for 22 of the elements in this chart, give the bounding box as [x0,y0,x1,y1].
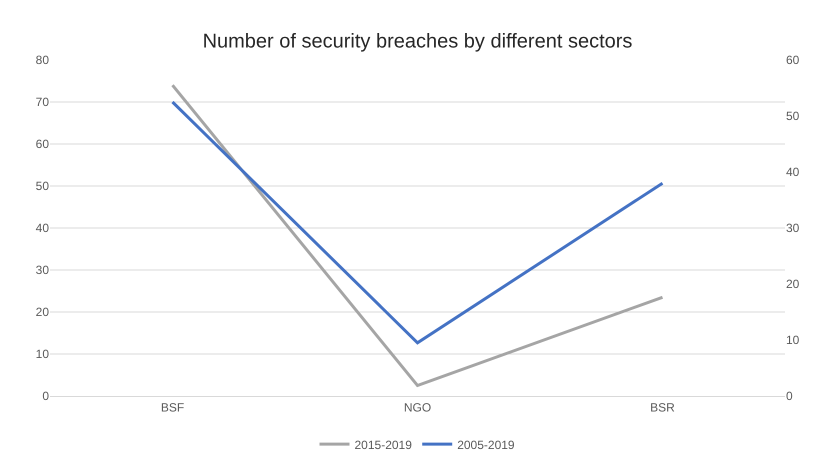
y-tick-label: 70 [36,95,50,110]
y2-tick-label: 0 [786,389,793,404]
y2-tick-label: 30 [786,221,800,236]
y-tick-label: 0 [42,389,50,404]
y2-tick-label: 40 [786,165,800,180]
chart-title: Number of security breaches by different sectors [202,30,632,52]
y-tick-label: 20 [36,305,50,320]
y2-tick-label: 20 [786,277,800,292]
x-tick-label: BSF [160,400,184,414]
y-tick-label: 30 [36,263,50,278]
y2-tick-label: 60 [786,53,800,68]
legend-label: 2005-2019 [457,438,515,452]
x-tick-label: NGO [404,400,432,414]
x-tick-label: BSR [650,400,676,414]
y2-tick-label: 10 [786,333,800,348]
y-tick-label: 80 [36,53,50,68]
y2-tick-label: 50 [786,109,800,124]
y-tick-label: 10 [36,347,50,362]
y-tick-label: 60 [36,137,50,152]
y-tick-label: 40 [36,221,50,236]
y-tick-label: 50 [36,179,50,194]
legend-label: 2015-2019 [354,438,412,452]
